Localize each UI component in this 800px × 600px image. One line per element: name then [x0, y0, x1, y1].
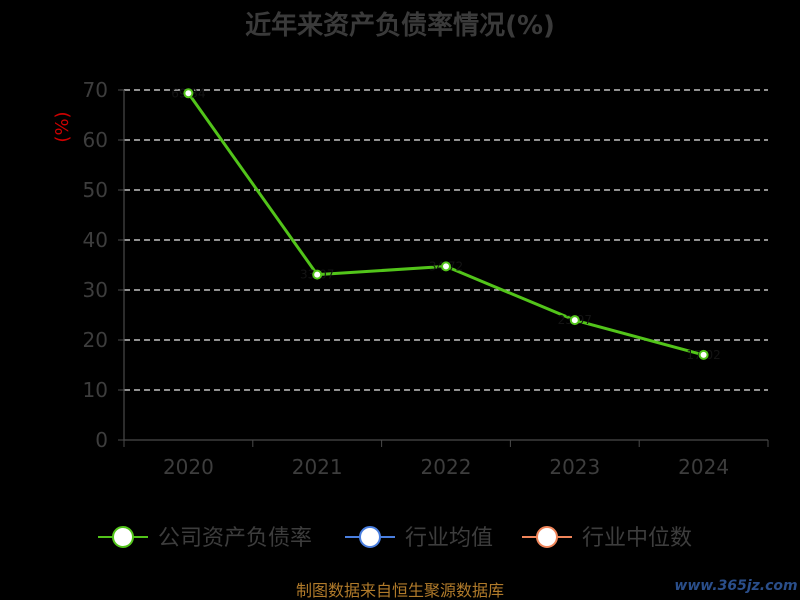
y-tick-label: 70: [83, 78, 108, 102]
legend-label: 公司资产负债率: [158, 526, 312, 551]
x-tick-label: 2022: [421, 455, 472, 479]
data-point: [441, 261, 451, 272]
data-point: [312, 269, 323, 280]
legend: 公司资产负债率 行业均值 行业中位数: [98, 526, 692, 551]
legend-label: 行业中位数: [582, 526, 692, 551]
chart-title: 近年来资产负债率情况(%): [245, 10, 555, 41]
source-note: 制图数据来自恒生聚源数据库: [296, 581, 504, 600]
legend-marker: [359, 526, 381, 548]
x-tick-label: 2021: [292, 455, 343, 479]
y-tick-label: 60: [83, 128, 108, 152]
y-axis-label: (%): [52, 111, 73, 142]
watermark: www.365jz.com: [674, 578, 797, 594]
y-tick-label: 0: [95, 428, 108, 452]
y-tick-label: 10: [83, 378, 108, 402]
series-line: [187, 92, 704, 357]
legend-label: 行业均值: [405, 526, 493, 551]
data-point: [698, 349, 709, 360]
legend-marker: [536, 526, 558, 548]
data-point: [569, 315, 580, 326]
y-tick-label: 40: [83, 228, 108, 252]
y-tick-label: 30: [83, 278, 108, 302]
x-tick-label: 2023: [549, 455, 600, 479]
x-tick-label: 2020: [163, 455, 214, 479]
y-tick-label: 50: [83, 178, 108, 202]
x-tick-label: 2024: [678, 455, 729, 479]
data-point: [183, 88, 194, 99]
legend-marker: [112, 526, 134, 548]
y-tick-label: 20: [83, 328, 108, 352]
plot-area: 0102030405060702020202120222023202469.34…: [83, 78, 769, 479]
